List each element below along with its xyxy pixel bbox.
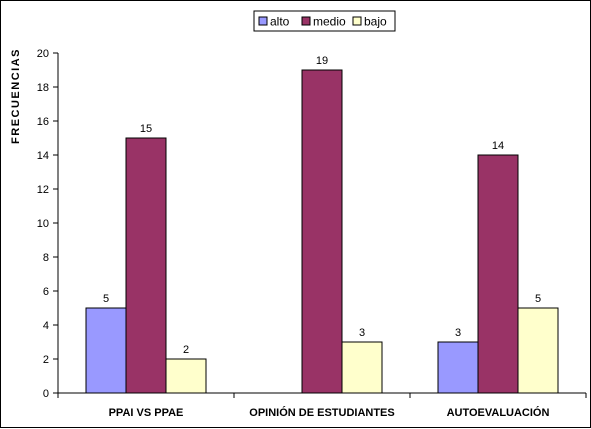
y-tick-label: 20 [37, 48, 49, 60]
data-label-medio-autoevaluacion: 14 [492, 140, 504, 152]
data-label-bajo-autoevaluacion: 5 [535, 293, 541, 305]
y-tick-label: 0 [43, 388, 49, 400]
bar-medio-autoevaluacion [477, 154, 519, 394]
data-label-medio-opinion-de-estudiantes: 19 [316, 55, 328, 67]
legend-label-medio: medio [313, 15, 346, 29]
chart-legend: alto medio bajo [253, 10, 396, 32]
bar-bajo-ppai-vs-ppae [165, 358, 207, 394]
x-category-label-ppai-vs-ppae: PPAI VS PPAE [109, 407, 184, 419]
y-tick-label: 6 [43, 286, 49, 298]
data-labels: 5 15 2 19 3 3 14 5 [103, 55, 541, 356]
x-category-label-autoevaluacion: AUTOEVALUACIÓN [447, 406, 550, 419]
data-label-bajo-ppai-vs-ppae: 2 [183, 344, 189, 356]
bar-bajo-opinion-de-estudiantes [341, 341, 383, 394]
y-tick-label: 10 [37, 218, 49, 230]
data-label-alto-autoevaluacion: 3 [455, 327, 461, 339]
y-tick-label: 14 [37, 150, 49, 162]
y-tick-label: 16 [37, 116, 49, 128]
bar-medio-opinion-de-estudiantes [301, 69, 343, 394]
x-category-label-opinion-de-estudiantes: OPINIÓN DE ESTUDIANTES [249, 406, 394, 419]
bar-medio-ppai-vs-ppae [125, 137, 167, 394]
y-axis: 0 2 4 6 8 10 12 14 16 18 20 [37, 48, 59, 400]
data-label-medio-ppai-vs-ppae: 15 [140, 123, 152, 135]
y-tick-label: 2 [43, 354, 49, 366]
legend-label-bajo: bajo [364, 15, 387, 29]
data-label-alto-ppai-vs-ppae: 5 [103, 293, 109, 305]
legend-swatch-bajo [352, 16, 362, 26]
x-axis: PPAI VS PPAE OPINIÓN DE ESTUDIANTES AUTOEV… [57, 392, 587, 419]
data-label-bajo-opinion-de-estudiantes: 3 [359, 327, 365, 339]
legend-box [253, 10, 396, 32]
legend-swatch-medio [301, 16, 311, 26]
bar-alto-ppai-vs-ppae [85, 307, 127, 394]
y-tick-label: 12 [37, 184, 49, 196]
y-tick-label: 18 [37, 82, 49, 94]
y-tick-label: 8 [43, 252, 49, 264]
y-tick-label: 4 [43, 320, 49, 332]
bar-alto-autoevaluacion [437, 341, 479, 394]
legend-label-alto: alto [270, 15, 290, 29]
bar-bajo-autoevaluacion [517, 307, 559, 394]
legend-swatch-alto [258, 16, 268, 26]
bar-series [85, 69, 559, 394]
y-axis-label: FRECUENCIAS [10, 48, 22, 144]
